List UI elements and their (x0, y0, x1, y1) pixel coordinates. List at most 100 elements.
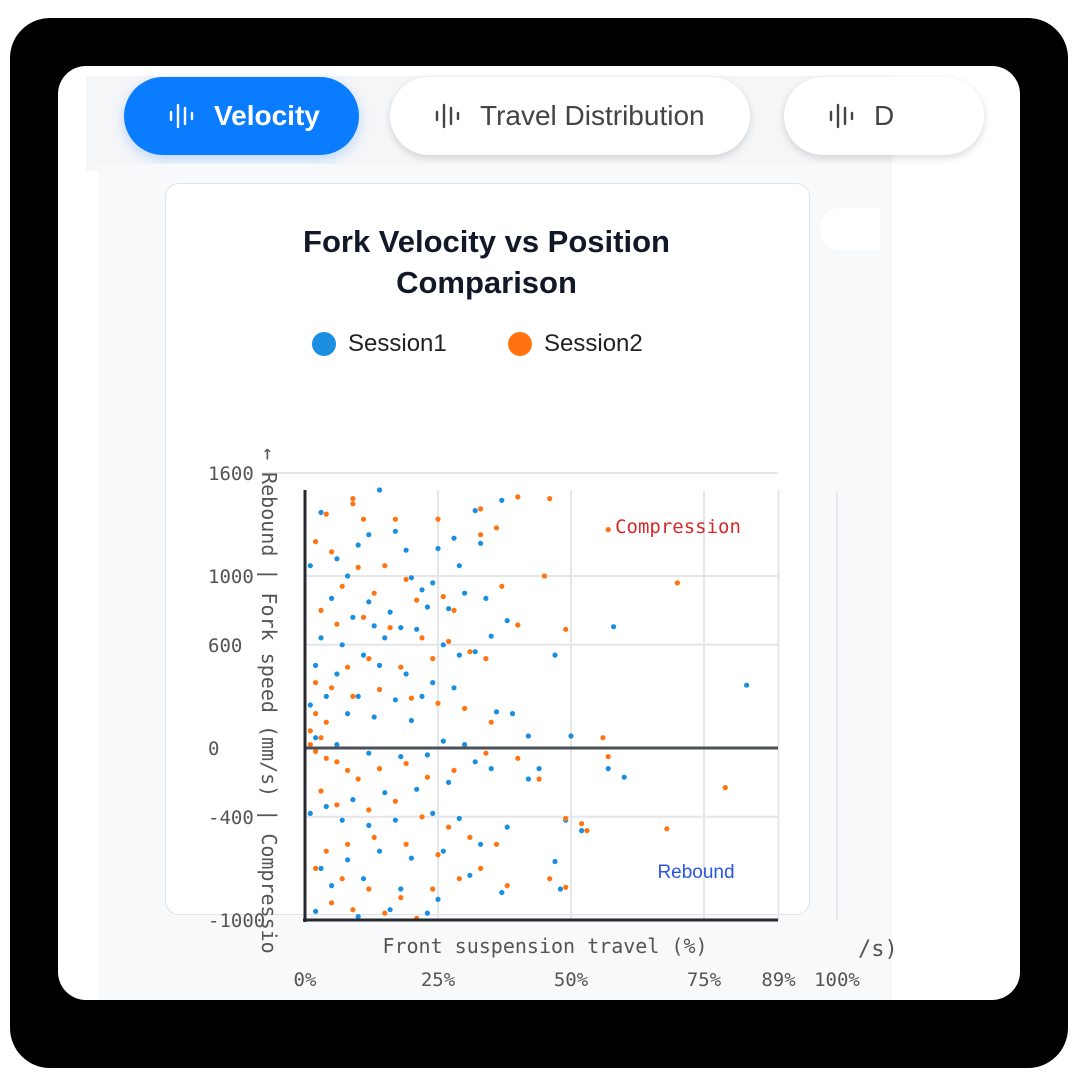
data-point-session1 (493, 709, 500, 715)
data-point-session1 (451, 685, 457, 691)
data-point-session2 (329, 549, 335, 555)
data-point-session1 (313, 735, 319, 741)
data-point-session2 (398, 664, 404, 670)
data-point-session1 (334, 556, 340, 562)
data-point-session2 (504, 883, 510, 889)
data-point-session2 (515, 494, 521, 500)
data-point-session1 (366, 750, 372, 756)
data-point-session1 (435, 545, 441, 552)
data-point-session2 (403, 576, 409, 583)
tab-travel-distribution[interactable]: Travel Distribution (390, 77, 750, 155)
legend-session1[interactable]: Session1 (312, 330, 447, 358)
data-point-session2 (456, 876, 462, 882)
data-point-session2 (541, 573, 548, 579)
data-point-session1 (371, 623, 377, 629)
data-point-session1 (398, 625, 404, 631)
tab-velocity[interactable]: Velocity (124, 77, 359, 155)
data-point-session2 (366, 886, 372, 892)
data-point-session2 (313, 865, 319, 872)
data-point-session2 (360, 516, 367, 522)
data-point-session1 (313, 662, 319, 669)
data-point-session2 (318, 788, 324, 794)
data-point-session1 (318, 509, 324, 515)
data-point-session2 (345, 664, 351, 670)
data-point-session2 (483, 750, 489, 756)
data-point-session1 (552, 652, 558, 658)
data-point-session2 (313, 748, 319, 755)
data-point-session1 (334, 671, 340, 677)
data-point-session2 (387, 625, 393, 631)
screen: Velocity Travel Distribution D Fork Velo… (58, 66, 1020, 1000)
legend-session2[interactable]: Session2 (508, 330, 643, 358)
data-point-session1 (318, 635, 324, 641)
data-point-session1 (355, 693, 361, 700)
side-panel-edge (820, 208, 880, 250)
tab-partial[interactable]: D (784, 77, 984, 155)
data-point-session1 (435, 896, 441, 903)
data-point-session1 (339, 817, 345, 823)
data-point-session2 (403, 841, 409, 847)
data-point-session1 (318, 865, 324, 872)
data-point-session1 (307, 810, 313, 817)
tab-label: Velocity (214, 100, 320, 131)
rebound-annotation: Rebound (657, 862, 734, 883)
data-point-session2 (674, 580, 681, 586)
data-point-session1 (611, 624, 617, 630)
data-point-session2 (515, 622, 521, 628)
y-tick-label: 600 (208, 635, 242, 657)
data-point-session2 (435, 700, 441, 706)
data-point-session2 (366, 807, 372, 813)
data-point-session1 (403, 547, 409, 553)
data-point-session2 (382, 910, 388, 916)
data-point-session2 (605, 754, 611, 760)
data-point-session1 (472, 759, 478, 765)
data-point-session2 (334, 759, 340, 765)
data-point-session2 (563, 626, 569, 632)
data-point-session1 (323, 803, 329, 810)
data-point-session2 (499, 583, 505, 589)
data-point-session1 (366, 822, 372, 829)
data-point-session1 (329, 595, 335, 602)
y-tick-label: 1000 (208, 566, 254, 588)
data-point-session1 (525, 733, 532, 739)
data-point-session2 (435, 852, 441, 858)
data-point-session2 (547, 876, 553, 882)
data-point-session2 (605, 527, 611, 533)
data-point-session2 (323, 848, 329, 854)
data-point-session2 (478, 532, 484, 538)
data-point-session2 (430, 656, 436, 662)
data-point-session1 (334, 742, 340, 748)
chart-title-line: Comparison (396, 265, 577, 300)
clipped-axis-label: /s) (858, 937, 898, 962)
y-axis-label: ← Rebound | Fork speed (mm/s) | Compress… (257, 448, 281, 954)
data-point-session2 (392, 798, 398, 804)
data-point-session1 (536, 766, 542, 772)
data-point-session2 (376, 766, 383, 772)
tab-label: D (874, 100, 895, 131)
data-point-session1 (509, 711, 516, 717)
data-point-session1 (419, 587, 425, 593)
data-point-session2 (329, 685, 335, 691)
data-point-session2 (563, 884, 569, 890)
data-point-session1 (360, 652, 367, 658)
data-point-session2 (488, 719, 494, 725)
data-point-session2 (424, 774, 430, 780)
data-point-session1 (382, 790, 388, 796)
data-point-session1 (392, 697, 398, 703)
data-point-session2 (446, 824, 452, 830)
data-point-session1 (424, 910, 430, 916)
data-point-session1 (472, 508, 478, 514)
data-point-session2 (584, 828, 590, 834)
data-point-session1 (419, 693, 425, 700)
data-point-session2 (451, 767, 457, 774)
data-point-session2 (345, 841, 351, 847)
y-tick-label: -1000 (208, 910, 265, 932)
x-tick-label: 89% (761, 969, 796, 991)
data-point-session1 (323, 693, 329, 700)
data-point-session1 (387, 609, 393, 615)
tab-label: Travel Distribution (480, 100, 705, 131)
data-point-session1 (350, 614, 356, 620)
data-point-session2 (350, 496, 356, 502)
data-point-session1 (403, 671, 409, 677)
